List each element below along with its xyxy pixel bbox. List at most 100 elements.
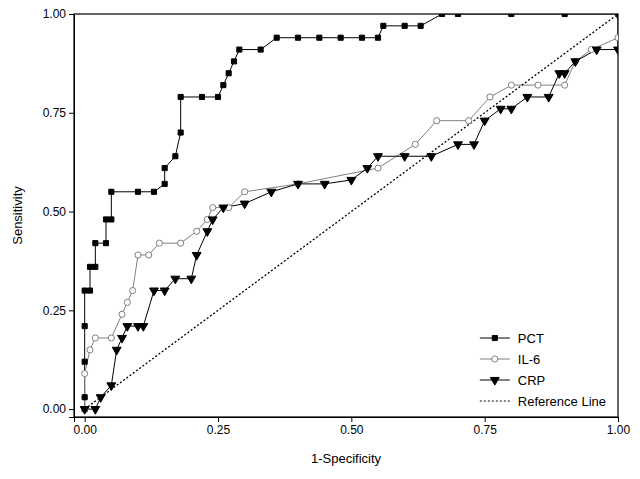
y-tick-label: 0.00 [43, 402, 67, 416]
legend-label: PCT [518, 331, 544, 346]
series-marker [592, 47, 601, 55]
series-marker [215, 94, 220, 99]
series-marker [178, 240, 184, 246]
x-tick-label: 0.25 [207, 423, 231, 437]
series-line [85, 14, 618, 409]
data-area [80, 14, 618, 414]
legend-marker [490, 377, 499, 385]
series-marker [560, 71, 569, 79]
series-marker [91, 407, 100, 415]
legend-item: PCT [480, 331, 544, 346]
y-tick: 0.50 [43, 205, 74, 219]
x-tick-mark [485, 417, 486, 422]
series-marker [192, 252, 201, 260]
x-tick-mark [351, 417, 352, 422]
series-marker [93, 264, 98, 269]
series-marker [615, 35, 618, 41]
series-marker [123, 324, 132, 332]
series-marker [242, 189, 248, 195]
series-marker [87, 347, 93, 353]
series-marker [455, 14, 460, 17]
series-marker [203, 229, 212, 237]
series-marker [82, 359, 87, 364]
series-marker [258, 47, 263, 52]
series-marker [295, 35, 300, 40]
series-marker [80, 407, 89, 415]
series-marker [87, 264, 92, 269]
y-tick-mark [69, 113, 74, 114]
series-marker [338, 35, 343, 40]
series-marker [434, 118, 440, 124]
series-marker [614, 47, 618, 55]
series-marker [274, 35, 279, 40]
series-marker [267, 189, 276, 197]
series-marker [427, 154, 436, 162]
series-marker [562, 14, 567, 17]
series-marker [92, 335, 98, 341]
x-axis-line [75, 418, 619, 423]
series-marker [219, 205, 228, 213]
series-marker [187, 276, 196, 284]
series-marker [294, 181, 303, 189]
series-line [85, 14, 618, 409]
series-line [85, 14, 618, 409]
series-marker [162, 181, 167, 186]
series-marker [210, 205, 216, 211]
series-marker [112, 347, 121, 355]
legend-label: CRP [518, 373, 545, 388]
series-marker [119, 311, 125, 317]
series-marker [412, 141, 418, 147]
series-marker [221, 83, 226, 88]
y-tick-label: 0.75 [43, 106, 67, 120]
y-tick-label: 1.00 [43, 7, 67, 21]
legend-item: IL-6 [480, 352, 540, 367]
y-tick-mark [69, 310, 74, 311]
series-line [85, 14, 618, 409]
y-tick: 1.00 [43, 7, 74, 21]
series-marker [480, 118, 489, 126]
y-tick-mark [69, 212, 74, 213]
series-marker [614, 14, 618, 19]
series-marker [402, 23, 407, 28]
series-marker [359, 35, 364, 40]
series-marker [178, 94, 183, 99]
series-marker [82, 324, 87, 329]
series-marker [173, 154, 178, 159]
legend-label: IL-6 [518, 352, 540, 367]
series-marker [439, 14, 444, 17]
series-marker [208, 217, 217, 225]
series-marker [374, 154, 383, 162]
legend-swatch [480, 401, 510, 402]
series-marker [454, 142, 463, 150]
x-tick-mark [85, 417, 86, 422]
y-tick-mark [69, 14, 74, 15]
series-marker [109, 217, 114, 222]
y-tick: 0.00 [43, 402, 74, 416]
y-axis: 0.00 0.25 0.50 0.75 1.00 [43, 7, 75, 417]
series-marker [375, 35, 380, 40]
series-marker [96, 395, 105, 403]
series-marker [82, 288, 87, 293]
y-tick: 0.25 [43, 304, 74, 318]
series-marker [199, 94, 204, 99]
series-marker [171, 276, 180, 284]
series-marker [535, 82, 541, 88]
series-marker [82, 395, 87, 400]
series-marker [139, 324, 148, 332]
plot-frame [74, 14, 618, 417]
series-marker [87, 288, 92, 293]
y-axis-title: Sensitivity [10, 186, 25, 245]
y-tick-label: 0.50 [43, 205, 67, 219]
series-marker [103, 241, 108, 246]
legend-marker [492, 356, 498, 362]
series-marker [135, 189, 140, 194]
x-axis-title: 1-Specificity [311, 451, 382, 466]
x-tick: 0.75 [473, 417, 497, 437]
x-tick-label: 0.50 [340, 423, 364, 437]
series-marker [178, 130, 183, 135]
y-tick-label: 0.25 [43, 304, 67, 318]
legend-label: Reference Line [518, 394, 606, 409]
series-marker [363, 166, 372, 174]
series-marker [103, 217, 108, 222]
series-marker [160, 288, 169, 296]
